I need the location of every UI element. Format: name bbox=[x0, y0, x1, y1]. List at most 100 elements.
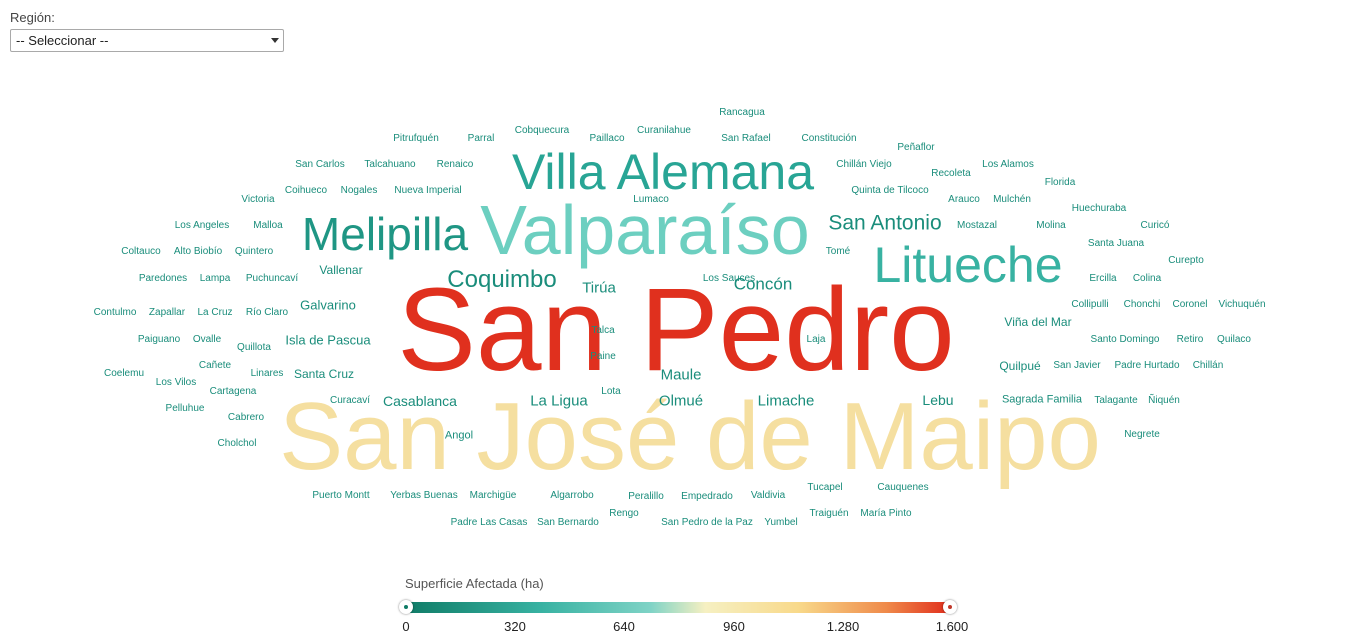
cloud-word[interactable]: Tomé bbox=[825, 246, 851, 257]
cloud-word[interactable]: Viña del Mar bbox=[1004, 315, 1072, 329]
cloud-word[interactable]: Peralillo bbox=[628, 491, 664, 502]
cloud-word[interactable]: Coltauco bbox=[121, 246, 161, 257]
cloud-word[interactable]: Puerto Montt bbox=[312, 490, 370, 501]
cloud-word[interactable]: Tucapel bbox=[807, 482, 843, 493]
cloud-word[interactable]: Peñaflor bbox=[897, 142, 935, 153]
cloud-word[interactable]: Talagante bbox=[1094, 395, 1138, 406]
cloud-word[interactable]: Quillota bbox=[237, 342, 271, 353]
cloud-word[interactable]: San Bernardo bbox=[537, 517, 599, 528]
cloud-word[interactable]: Cobquecura bbox=[514, 125, 570, 136]
cloud-word[interactable]: Cañete bbox=[198, 360, 232, 371]
cloud-word[interactable]: Alto Biobío bbox=[173, 246, 223, 257]
cloud-word[interactable]: Marchigüe bbox=[469, 490, 517, 501]
cloud-word[interactable]: Limache bbox=[757, 392, 815, 410]
cloud-word[interactable]: San Rafael bbox=[721, 133, 771, 144]
range-max-handle[interactable] bbox=[943, 600, 957, 614]
cloud-word[interactable]: La Ligua bbox=[530, 392, 588, 410]
cloud-word[interactable]: Mostazal bbox=[956, 220, 998, 231]
cloud-word[interactable]: Melipilla bbox=[301, 208, 469, 260]
cloud-word[interactable]: Sagrada Familia bbox=[1001, 393, 1083, 406]
cloud-word[interactable]: Litueche bbox=[873, 237, 1063, 293]
cloud-word[interactable]: Parral bbox=[467, 133, 495, 144]
chevron-down-icon[interactable] bbox=[271, 38, 279, 43]
cloud-word[interactable]: Coelemu bbox=[103, 368, 145, 379]
cloud-word[interactable]: Collipulli bbox=[1071, 299, 1109, 310]
cloud-word[interactable]: Angol bbox=[444, 429, 474, 442]
cloud-word[interactable]: Isla de Pascua bbox=[285, 332, 371, 348]
cloud-word[interactable]: Galvarino bbox=[300, 297, 356, 313]
cloud-word[interactable]: Arauco bbox=[948, 194, 980, 205]
cloud-word[interactable]: Talcahuano bbox=[364, 159, 416, 170]
cloud-word[interactable]: La Cruz bbox=[197, 307, 233, 318]
cloud-word[interactable]: Santa Juana bbox=[1087, 238, 1145, 249]
cloud-word[interactable]: Santa Cruz bbox=[293, 367, 355, 381]
region-select[interactable]: -- Seleccionar -- bbox=[10, 29, 284, 52]
cloud-word[interactable]: Molina bbox=[1036, 220, 1066, 231]
cloud-word[interactable]: Huechuraba bbox=[1071, 203, 1127, 214]
cloud-word[interactable]: Quilpué bbox=[999, 359, 1041, 373]
cloud-word[interactable]: Ovalle bbox=[192, 334, 222, 345]
cloud-word[interactable]: Padre Las Casas bbox=[450, 517, 528, 528]
cloud-word[interactable]: Curicó bbox=[1140, 220, 1170, 231]
cloud-word[interactable]: Santo Domingo bbox=[1090, 334, 1160, 345]
cloud-word[interactable]: Chillán bbox=[1192, 360, 1224, 371]
cloud-word[interactable]: Laja bbox=[806, 334, 826, 345]
cloud-word[interactable]: Chillán Viejo bbox=[836, 159, 892, 170]
cloud-word[interactable]: Contulmo bbox=[93, 307, 137, 318]
cloud-word[interactable]: Chonchi bbox=[1123, 299, 1161, 310]
cloud-word[interactable]: Mulchén bbox=[993, 194, 1031, 205]
cloud-word[interactable]: Quinta de Tilcoco bbox=[851, 185, 929, 196]
cloud-word[interactable]: Valparaíso bbox=[480, 191, 810, 269]
cloud-word[interactable]: María Pinto bbox=[860, 508, 912, 519]
cloud-word[interactable]: Curacaví bbox=[329, 395, 371, 406]
cloud-word[interactable]: Victoria bbox=[241, 194, 275, 205]
cloud-word[interactable]: Negrete bbox=[1124, 429, 1160, 440]
cloud-word[interactable]: Villa Alemana bbox=[511, 144, 815, 200]
cloud-word[interactable]: Ercilla bbox=[1089, 273, 1117, 284]
cloud-word[interactable]: Yumbel bbox=[764, 517, 798, 528]
cloud-word[interactable]: Coronel bbox=[1172, 299, 1208, 310]
cloud-word[interactable]: Empedrado bbox=[681, 491, 733, 502]
cloud-word[interactable]: Río Claro bbox=[245, 307, 289, 318]
cloud-word[interactable]: Constitución bbox=[801, 133, 857, 144]
cloud-word[interactable]: Olmué bbox=[658, 392, 704, 410]
cloud-word[interactable]: Nogales bbox=[340, 185, 378, 196]
cloud-word[interactable]: Vallenar bbox=[319, 263, 363, 277]
cloud-word[interactable]: Maule bbox=[660, 366, 702, 384]
cloud-word[interactable]: San Pedro de la Paz bbox=[661, 517, 753, 528]
cloud-word[interactable]: Vichuquén bbox=[1218, 299, 1266, 310]
cloud-word[interactable]: Retiro bbox=[1176, 334, 1204, 345]
cloud-word[interactable]: Recoleta bbox=[931, 168, 971, 179]
cloud-word[interactable]: Curanilahue bbox=[637, 125, 691, 136]
cloud-word[interactable]: Coihueco bbox=[284, 185, 328, 196]
cloud-word[interactable]: Paredones bbox=[138, 273, 188, 284]
cloud-word[interactable]: Curepto bbox=[1168, 255, 1204, 266]
cloud-word[interactable]: Yerbas Buenas bbox=[390, 490, 458, 501]
cloud-word[interactable]: Paiguano bbox=[137, 334, 181, 345]
cloud-word[interactable]: Tirúa bbox=[582, 279, 616, 297]
cloud-word[interactable]: Traiguén bbox=[809, 508, 849, 519]
cloud-word[interactable]: Ñiquén bbox=[1148, 395, 1180, 406]
cloud-word[interactable]: Talca bbox=[591, 325, 615, 336]
cloud-word[interactable]: Linares bbox=[250, 368, 284, 379]
cloud-word[interactable]: Los Alamos bbox=[982, 159, 1034, 170]
range-min-handle[interactable] bbox=[399, 600, 413, 614]
cloud-word[interactable]: Paillaco bbox=[589, 133, 625, 144]
cloud-word[interactable]: Concón bbox=[733, 274, 793, 294]
cloud-word[interactable]: Pitrufquén bbox=[393, 133, 439, 144]
cloud-word[interactable]: Lota bbox=[601, 386, 621, 397]
cloud-word[interactable]: Lampa bbox=[199, 273, 231, 284]
cloud-word[interactable]: Malloa bbox=[253, 220, 283, 231]
cloud-word[interactable]: Los Angeles bbox=[174, 220, 230, 231]
legend-color-scale[interactable] bbox=[399, 600, 957, 614]
cloud-word[interactable]: San Antonio bbox=[828, 211, 942, 235]
cloud-word[interactable]: Valdivia bbox=[750, 490, 786, 501]
cloud-word[interactable]: Casablanca bbox=[383, 393, 457, 409]
cloud-word[interactable]: Renaico bbox=[436, 159, 474, 170]
cloud-word[interactable]: Puchuncaví bbox=[245, 273, 299, 284]
cloud-word[interactable]: Pelluhue bbox=[165, 403, 205, 414]
cloud-word[interactable]: Rengo bbox=[609, 508, 639, 519]
cloud-word[interactable]: San Carlos bbox=[295, 159, 345, 170]
cloud-word[interactable]: San José de Maipo bbox=[279, 383, 1101, 490]
cloud-word[interactable]: Padre Hurtado bbox=[1114, 360, 1180, 371]
